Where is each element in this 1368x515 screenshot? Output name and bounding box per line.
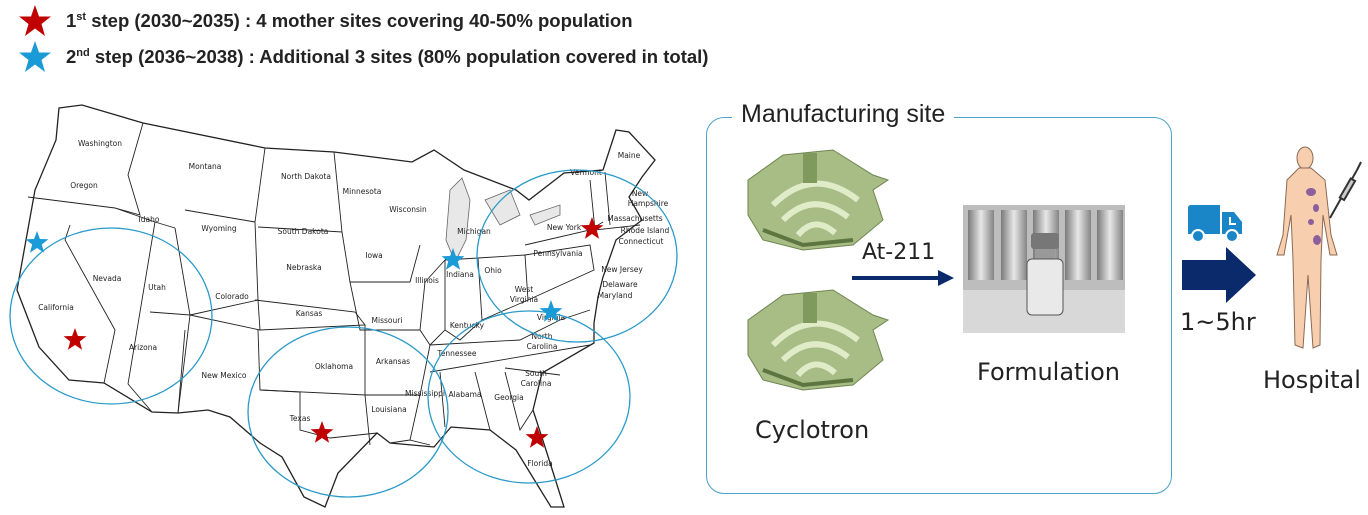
coverage-circle	[476, 169, 678, 343]
state-label: West	[515, 285, 533, 294]
state-label: Oregon	[70, 181, 98, 190]
hospital-label: Hospital	[1263, 366, 1361, 394]
isotope-arrow	[852, 270, 954, 286]
state-label: Pennsylvania	[533, 249, 582, 258]
red-star-icon	[525, 426, 549, 448]
state-label: Arkansas	[376, 357, 410, 366]
state-label: Utah	[148, 283, 166, 292]
state-label: Idaho	[139, 215, 160, 224]
legend-step-1-text: 1st step (2030~2035) : 4 mother sites co…	[66, 10, 633, 31]
state-label: Michigan	[457, 227, 491, 236]
state-label: Vermont	[570, 168, 602, 177]
blue-star-icon	[19, 41, 51, 72]
patient-figure-icon	[1276, 146, 1362, 349]
state-label: Carolina	[527, 342, 558, 351]
red-star-icon	[580, 217, 604, 239]
state-label: Iowa	[365, 251, 383, 260]
state-label: Montana	[189, 162, 222, 171]
state-label: Colorado	[215, 292, 249, 301]
state-label: Washington	[78, 139, 122, 148]
state-label: North Dakota	[281, 172, 331, 181]
formulation-label: Formulation	[977, 358, 1121, 386]
state-label: New York	[547, 223, 582, 232]
state-label: Virginia	[510, 295, 538, 304]
legend-step-2: 2nd step (2036~2038) : Additional 3 site…	[18, 40, 708, 74]
state-label: Florida	[527, 459, 553, 468]
transport-time-label: 1~5hr	[1180, 308, 1256, 336]
state-label: South	[525, 369, 547, 378]
state-label: Virginia	[537, 313, 565, 322]
site-stars	[25, 217, 604, 448]
cyclotron-label: Cyclotron	[755, 416, 870, 444]
state-label: Indiana	[446, 270, 474, 279]
red-star-icon	[310, 421, 334, 443]
lakes	[445, 177, 561, 263]
state-label: Wyoming	[201, 224, 236, 233]
state-label: Minnesota	[343, 187, 382, 196]
formulation-vial-image	[963, 205, 1125, 333]
blue-star-icon	[25, 231, 49, 253]
state-label: Maine	[618, 151, 641, 160]
state-label: New	[632, 189, 648, 198]
state-label: Hampshire	[628, 199, 669, 208]
coverage-circles	[9, 169, 678, 498]
red-star-icon	[63, 328, 87, 350]
state-label: Nevada	[93, 274, 122, 283]
manufacturing-site-title: Manufacturing site	[732, 100, 955, 129]
us-outline	[16, 104, 656, 508]
state-label: Maryland	[598, 291, 633, 300]
cyclotron-image-1	[747, 149, 890, 251]
state-label: Oklahoma	[315, 362, 353, 371]
legend-step-1: 1st step (2030~2035) : 4 mother sites co…	[18, 4, 633, 38]
coverage-circle	[247, 326, 449, 498]
state-label: Massachusetts	[607, 214, 663, 223]
transport-arrow	[1182, 247, 1256, 303]
state-label: Arizona	[129, 343, 157, 352]
state-label: Missouri	[372, 316, 403, 325]
legend-step-2-text: 2nd step (2036~2038) : Additional 3 site…	[66, 46, 709, 67]
blue-star-icon	[441, 248, 465, 270]
state-label: Tennessee	[436, 349, 476, 358]
state-borders	[27, 122, 641, 446]
state-label: Mississippi	[405, 389, 445, 398]
state-label: Carolina	[521, 379, 552, 388]
us-map: Washington Oregon Idaho Montana North Dakota…	[9, 104, 678, 508]
state-label: Delaware	[602, 280, 638, 289]
blue-star-icon	[539, 300, 563, 322]
state-label: Rhode Island	[621, 226, 670, 235]
state-label: New Mexico	[202, 371, 247, 380]
state-label: Kentucky	[450, 321, 485, 330]
state-label: Connecticut	[619, 237, 664, 246]
state-label: Georgia	[494, 393, 523, 402]
red-star-icon	[19, 5, 51, 36]
isotope-label: At-211	[862, 240, 936, 265]
state-label: Wisconsin	[389, 205, 427, 214]
delivery-truck-icon	[1188, 205, 1242, 243]
state-label: California	[38, 303, 74, 312]
state-labels: Washington Oregon Idaho Montana North Dakota…	[38, 139, 669, 468]
state-label: South Dakota	[278, 227, 329, 236]
state-label: Illinois	[415, 276, 439, 285]
cyclotron-image-2	[747, 289, 890, 391]
state-label: Texas	[289, 414, 311, 423]
state-label: Louisiana	[371, 405, 406, 414]
state-label: Ohio	[484, 266, 502, 275]
coverage-circle	[427, 310, 631, 484]
state-label: Alabama	[448, 390, 481, 399]
state-label: Nebraska	[286, 263, 321, 272]
state-label: Kansas	[296, 309, 323, 318]
coverage-circle	[9, 227, 213, 405]
state-label: New Jersey	[601, 265, 643, 274]
